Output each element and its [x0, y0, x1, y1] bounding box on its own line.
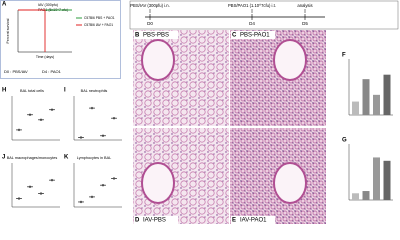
timeline-frame: [129, 0, 399, 30]
legend-label: C57Bl6 IAV + PAO1: [84, 23, 113, 27]
figure: D0 PBS/IAV (300pfu) i.n. D4 PBS/PAO1 (1.10^…: [0, 0, 399, 224]
panel-letter: F: [342, 53, 346, 59]
group-dot: [101, 134, 105, 138]
bar: [362, 79, 370, 115]
group-dot: [28, 185, 32, 189]
panel-letter: A: [2, 2, 7, 8]
annotation: D0 : PBS/IAV: [4, 69, 28, 74]
group-dot: [112, 177, 116, 180]
bar: [373, 94, 380, 115]
timeline-step: PBS/PAO1 (1.10^7cfu) i.t.: [228, 3, 276, 8]
timeline-day: D4: [249, 21, 255, 26]
group-dot: [17, 197, 21, 200]
group-dot: [101, 183, 105, 187]
label-bg: [231, 216, 275, 224]
legend-label: C57Bl6 PBS + PAO1: [84, 16, 115, 20]
bar: [383, 160, 391, 200]
airway: [141, 162, 175, 204]
image-label: IAV-PBS: [143, 218, 166, 224]
histology-image: [230, 30, 326, 126]
panel-title: Lymphocytes in BAL: [77, 156, 111, 160]
image-label: PBS-PAO1: [240, 33, 270, 39]
group-dot: [17, 128, 21, 132]
panel-title: BAL total cells: [20, 89, 44, 93]
bar: [373, 157, 380, 200]
panel-frame: [0, 0, 121, 79]
group-dot: [112, 116, 116, 120]
annotation: IAV (300pfu): [38, 3, 58, 7]
annotation: D4 : PAO1: [42, 69, 62, 74]
timeline: D0 PBS/IAV (300pfu) i.n. D4 PBS/PAO1 (1.10^…: [130, 3, 312, 26]
panel-letter: G: [342, 138, 347, 144]
timeline-step: PBS/IAV (300pfu) i.n.: [130, 3, 170, 8]
group-dot: [79, 200, 83, 204]
label-bg: [231, 31, 275, 39]
bar-panels: FG: [342, 53, 393, 201]
bar: [383, 74, 391, 115]
timeline-step: analysis: [297, 3, 312, 8]
panel-letter: C: [232, 33, 237, 39]
label-bg: [134, 31, 178, 39]
airway: [273, 39, 307, 81]
airway: [273, 162, 307, 204]
panel-title: BAL neutrophils: [81, 89, 108, 93]
group-dot: [79, 136, 83, 139]
group-dot: [90, 195, 94, 199]
label-bg: [134, 216, 178, 224]
survival-line: [18, 9, 46, 52]
image-label: PBS-PBS: [143, 33, 169, 39]
group-dot: [39, 118, 43, 122]
y-axis-label: Percent survival: [6, 18, 10, 43]
group-dot: [28, 113, 32, 117]
timeline-day: D5: [302, 21, 308, 26]
group-dot: [39, 192, 43, 195]
panel-letter: K: [64, 155, 69, 161]
survival-panel: A IAV (300pfu)PAO1 (5x10^7 cfu)Percent su…: [0, 0, 121, 79]
group-dot: [50, 178, 54, 182]
x-axis-label: Time (days): [36, 55, 54, 59]
timeline-day: D0: [147, 21, 153, 26]
panel-letter: D: [135, 218, 140, 224]
panel-title: BAL macrophages/monocytes: [7, 156, 58, 160]
bar: [352, 193, 359, 200]
group-dot: [50, 108, 54, 111]
panel-letter: J: [2, 155, 5, 161]
panel-letter: H: [2, 88, 6, 94]
bar: [352, 101, 359, 115]
image-label: IAV-PAO1: [240, 218, 267, 224]
panel-letter: E: [232, 218, 236, 224]
histology-panels: B PBS-PBS C PBS-PAO1 D IAV-PBS E IAV-PAO1: [133, 30, 326, 224]
group-dot: [90, 106, 94, 110]
airway: [141, 39, 175, 81]
dot-panels: H BAL total cells I BAL neutrophils J BAL mac…: [2, 88, 122, 208]
panel-letter: I: [64, 88, 66, 94]
panel-letter: B: [135, 33, 140, 39]
bar: [362, 191, 370, 200]
